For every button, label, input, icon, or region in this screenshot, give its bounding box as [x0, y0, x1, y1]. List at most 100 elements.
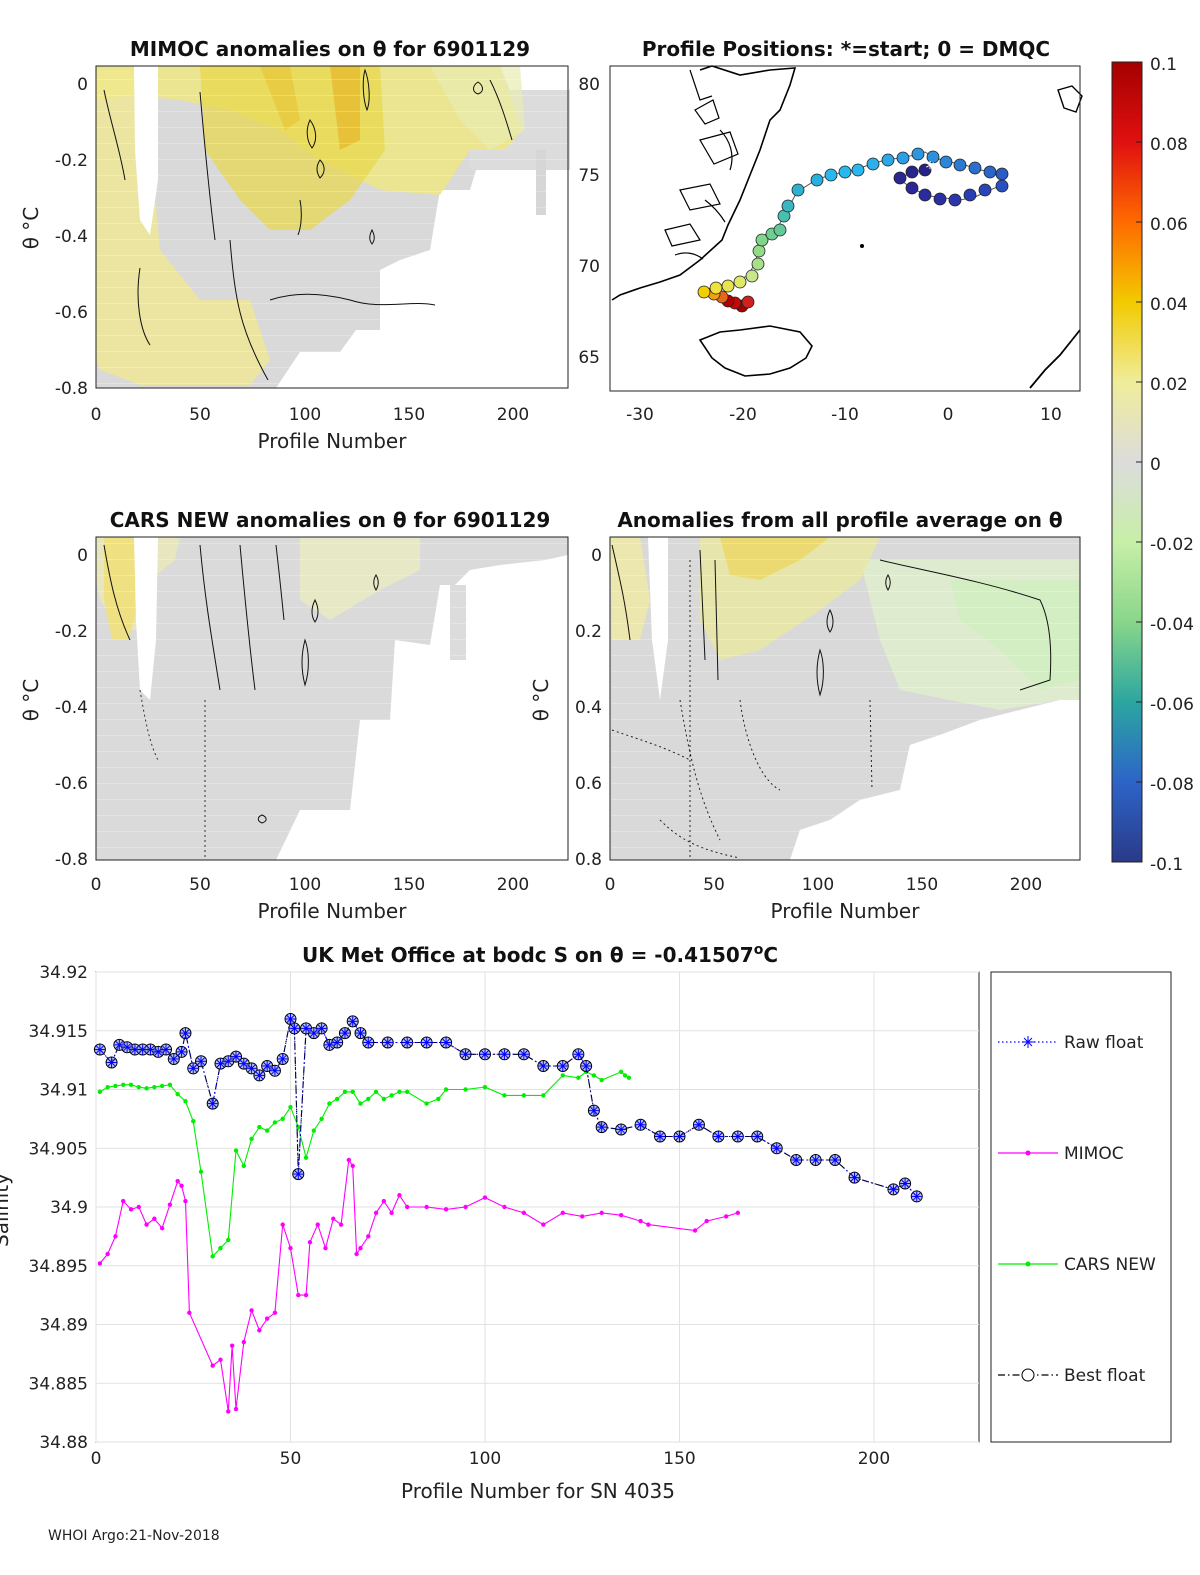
data-point — [436, 1096, 441, 1102]
salinity-ytick: 34.885 — [29, 1374, 88, 1394]
data-point — [389, 1093, 394, 1098]
data-point — [301, 1023, 312, 1034]
positions-xtick: 10 — [1040, 405, 1062, 425]
positions-map: * — [611, 65, 1083, 389]
data-point — [105, 1251, 110, 1257]
data-point — [97, 1089, 103, 1095]
data-point — [541, 1222, 546, 1227]
data-point — [187, 1062, 200, 1075]
data-point — [308, 1028, 319, 1039]
data-point — [339, 1028, 350, 1039]
cars-ytick: 0 — [77, 546, 88, 566]
data-point — [254, 1070, 265, 1081]
data-point — [238, 1058, 249, 1069]
data-point — [226, 1237, 231, 1243]
mimoc-xtick: 0 — [91, 405, 102, 425]
cars-ytick: -0.4 — [55, 698, 88, 718]
data-point — [167, 1052, 180, 1065]
data-point — [900, 1178, 911, 1189]
cars-title: CARS NEW anomalies on θ for 6901129 — [110, 508, 551, 532]
data-point — [655, 1131, 666, 1142]
salinity-chart: UK Met Office at bodc S on θ = -0.41507o… — [0, 942, 1172, 1503]
data-point — [137, 1044, 148, 1055]
data-point — [338, 1222, 344, 1227]
mimoc-ytick: -0.6 — [55, 303, 88, 323]
data-point — [293, 1169, 304, 1180]
data-point — [791, 1155, 802, 1165]
data-point — [518, 1049, 529, 1060]
data-point — [128, 1207, 134, 1212]
mimoc-xlabel: Profile Number — [258, 429, 408, 453]
data-point — [752, 1131, 763, 1142]
allavg-xtick: 200 — [1010, 875, 1042, 895]
allavg-ytick: 0.6 — [575, 774, 602, 794]
allavg-ytick: 0.4 — [575, 698, 602, 718]
data-point — [323, 1245, 328, 1251]
colorbar-label: -0.08 — [1150, 775, 1194, 795]
data-point — [195, 1055, 208, 1068]
legend-item: Best float — [998, 1366, 1146, 1386]
data-point — [381, 1198, 387, 1204]
mimoc-panel: MIMOC anomalies on θ for 6901129 — [19, 37, 570, 453]
data-point — [354, 1027, 367, 1040]
data-point — [810, 1155, 821, 1165]
data-point — [502, 1093, 507, 1098]
data-point — [241, 1339, 247, 1345]
data-point — [790, 1154, 803, 1166]
data-point — [280, 1222, 285, 1227]
legend-label: MIMOC — [1064, 1144, 1124, 1164]
data-point — [206, 1097, 219, 1110]
data-point — [809, 1154, 822, 1166]
data-point — [499, 1049, 510, 1060]
salinity-ytick: 34.88 — [39, 1433, 88, 1453]
data-point — [264, 1128, 270, 1133]
data-point — [441, 1037, 452, 1048]
salinity-xtick: 0 — [91, 1449, 102, 1469]
data-point — [106, 1057, 117, 1068]
data-point — [180, 1028, 191, 1039]
mimoc-ylabel: θ °C — [19, 207, 43, 250]
data-point — [674, 1131, 685, 1142]
data-point — [397, 1193, 402, 1198]
data-point — [502, 1204, 507, 1210]
data-point — [350, 1163, 355, 1169]
data-point — [280, 1116, 285, 1122]
data-point — [114, 1039, 125, 1050]
positions-title: Profile Positions: *=start; 0 = DMQC — [642, 37, 1050, 61]
data-point — [616, 1124, 627, 1135]
data-point — [198, 1169, 204, 1174]
salinity-ytick: 34.92 — [39, 963, 88, 983]
mimoc-xtick: 50 — [189, 405, 211, 425]
data-point — [121, 1198, 126, 1204]
series-cars-new — [97, 1069, 632, 1259]
allavg-title: Anomalies from all profile average on θ — [617, 508, 1062, 532]
data-point — [635, 1119, 646, 1130]
data-point — [638, 1218, 643, 1224]
cars-xtick: 0 — [91, 875, 102, 895]
data-point — [144, 1086, 149, 1091]
data-point — [479, 1049, 490, 1060]
data-point — [463, 1087, 468, 1092]
salinity-ytick: 34.895 — [29, 1257, 88, 1277]
mimoc-heatmap — [96, 66, 570, 388]
salinity-ylabel: Salinity — [0, 1173, 13, 1247]
data-point — [573, 1049, 584, 1060]
data-point — [176, 1046, 187, 1057]
mimoc-title: MIMOC anomalies on θ for 6901129 — [130, 37, 530, 61]
data-point — [478, 1048, 491, 1061]
allavg-xtick: 0 — [605, 875, 616, 895]
data-point — [354, 1251, 359, 1257]
series-mimoc — [97, 1157, 741, 1414]
data-point — [218, 1357, 223, 1362]
legend-marker — [1022, 1036, 1034, 1048]
data-point — [366, 1234, 371, 1239]
mimoc-xtick: 150 — [393, 405, 425, 425]
data-point — [443, 1087, 449, 1092]
data-point — [159, 1083, 165, 1089]
data-point — [713, 1131, 724, 1142]
data-point — [366, 1096, 371, 1102]
data-point — [191, 1119, 196, 1124]
data-point — [152, 1216, 157, 1221]
data-point — [210, 1363, 215, 1368]
